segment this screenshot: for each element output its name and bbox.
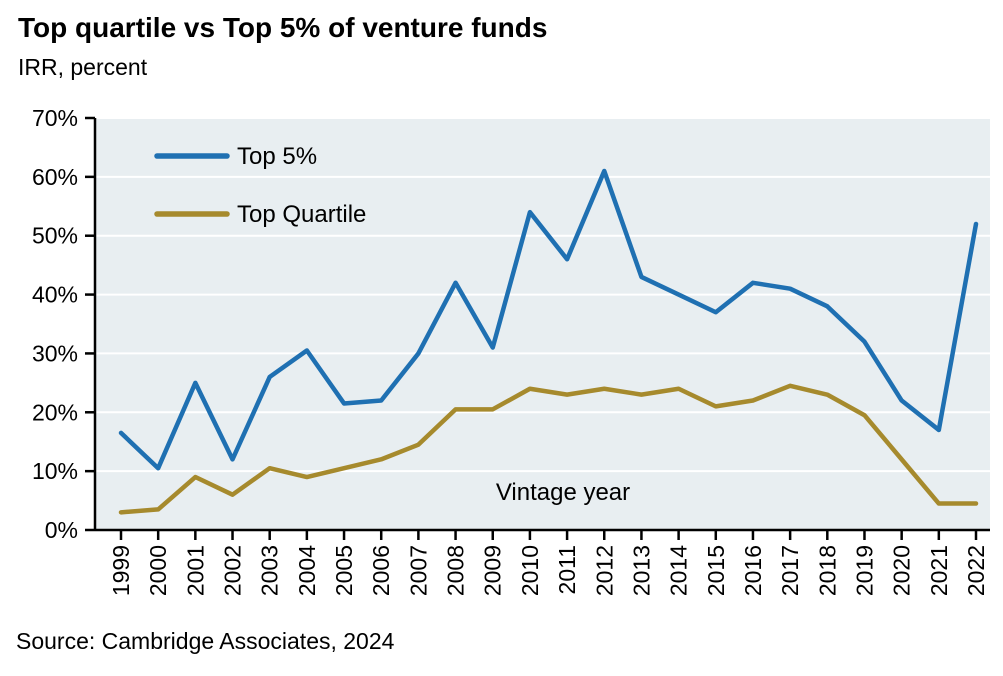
x-axis-label: 2012 (591, 545, 617, 596)
x-axis-label: 2005 (331, 545, 357, 596)
x-axis-label: 2019 (851, 545, 877, 596)
x-axis-label: 2004 (294, 545, 320, 596)
x-axis-label: 2009 (480, 545, 506, 596)
x-axis-label: 2002 (220, 545, 246, 596)
source-note: Source: Cambridge Associates, 2024 (16, 628, 395, 654)
x-axis-label: 2016 (740, 545, 766, 596)
legend-label: Top Quartile (237, 201, 366, 228)
y-axis-label: 20% (32, 399, 78, 425)
x-axis-label: 1999 (108, 545, 134, 596)
x-axis-label: 2000 (145, 545, 171, 596)
plot-area (95, 118, 990, 530)
series-line-top-5- (118, 168, 979, 471)
x-axis-label: 2022 (963, 545, 989, 596)
x-axis-label: 2014 (666, 545, 692, 596)
x-axis-label: 2020 (889, 545, 915, 596)
legend-label: Top 5% (237, 143, 317, 170)
x-axis-label: 2008 (443, 545, 469, 596)
y-axis-label: 40% (32, 282, 78, 308)
x-axis-label: 2011 (554, 545, 580, 594)
y-axis-label: 70% (32, 105, 78, 131)
x-axis-label: 2003 (257, 545, 283, 596)
x-axis-label: 2001 (182, 545, 208, 596)
x-axis-label: 2013 (628, 545, 654, 596)
x-axis-label: 2007 (405, 545, 431, 596)
series-line-top-quartile (118, 383, 979, 515)
y-axis-label: 0% (45, 517, 78, 543)
chart-subtitle: IRR, percent (18, 54, 148, 80)
x-axis-label: 2021 (926, 545, 952, 596)
chart-title: Top quartile vs Top 5% of venture funds (18, 12, 548, 43)
x-axis-label: 2010 (517, 545, 543, 596)
y-axis-label: 30% (32, 340, 78, 366)
y-axis-label: 60% (32, 164, 78, 190)
x-axis-label: 2018 (814, 545, 840, 596)
y-axis-label: 50% (32, 223, 78, 249)
x-axis-label: 2015 (703, 545, 729, 596)
y-axis-label: 10% (32, 458, 78, 484)
x-axis-title: Vintage year (496, 479, 630, 506)
x-axis-label: 2017 (777, 545, 803, 596)
x-axis-label: 2006 (368, 545, 394, 596)
